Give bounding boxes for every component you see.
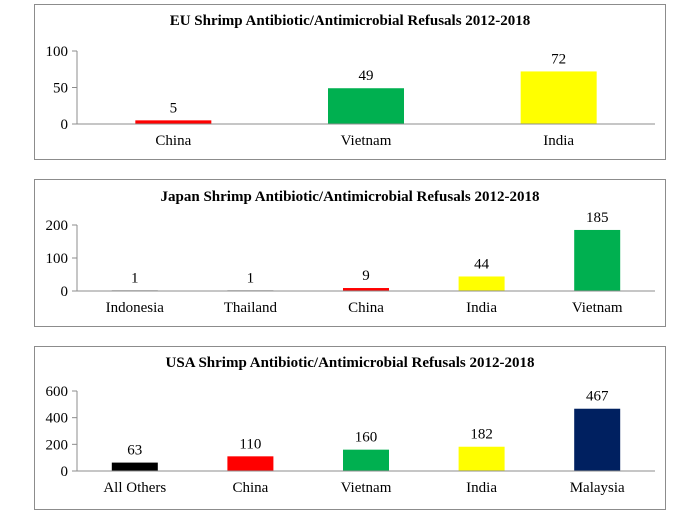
usa-y-tick-label: 0 — [61, 464, 69, 480]
japan-value-label: 1 — [247, 271, 255, 287]
japan-bar — [574, 229, 621, 291]
eu-chart-svg: 0 50 100 5 China 49 Vietnam 72 India — [46, 44, 655, 149]
japan-y-tick-label: 0 — [61, 284, 69, 300]
japan-value-label: 9 — [362, 268, 370, 284]
usa-bar — [343, 449, 389, 471]
usa-value-label: 110 — [239, 436, 261, 452]
eu-bar — [520, 71, 597, 124]
usa-category-label: Malaysia — [570, 480, 625, 496]
japan-category-label: Indonesia — [106, 300, 165, 316]
usa-y-tick-label: 200 — [46, 437, 69, 453]
eu-y-tick-label: 0 — [61, 117, 69, 133]
eu-bar — [328, 88, 404, 124]
usa-y-tick-label: 400 — [46, 411, 69, 427]
japan-bar — [343, 288, 389, 291]
usa-category-label: Vietnam — [341, 480, 392, 496]
usa-bar — [574, 408, 621, 471]
eu-value-label: 72 — [551, 51, 566, 67]
eu-y-tick-label: 100 — [46, 44, 69, 60]
eu-value-label: 5 — [170, 100, 178, 116]
eu-y-tick-label: 50 — [53, 81, 68, 97]
japan-value-label: 44 — [474, 256, 490, 272]
japan-chart-panel: Japan Shrimp Antibiotic/Antimicrobial Re… — [34, 179, 666, 327]
usa-category-label: India — [466, 480, 497, 496]
eu-category-label: China — [155, 133, 191, 149]
usa-category-label: China — [232, 480, 268, 496]
usa-chart-svg: 0 200 400 600 63 All Others 110 China 160 Vietnam… — [46, 384, 655, 496]
eu-category-label: India — [543, 133, 574, 149]
japan-value-label: 1 — [131, 271, 139, 287]
eu-chart-panel: EU Shrimp Antibiotic/Antimicrobial Refus… — [34, 4, 666, 160]
usa-chart-panel: USA Shrimp Antibiotic/Antimicrobial Refu… — [34, 346, 666, 510]
eu-chart-title: EU Shrimp Antibiotic/Antimicrobial Refus… — [169, 13, 531, 29]
japan-chart-svg: 0 100 200 1 Indonesia 1 Thailand 9 China 44 India 1… — [46, 210, 655, 316]
eu-value-label: 49 — [359, 68, 374, 84]
usa-value-label: 182 — [470, 427, 493, 443]
japan-bar — [458, 276, 505, 291]
japan-category-label: India — [466, 300, 497, 316]
japan-category-label: China — [348, 300, 384, 316]
japan-y-tick-label: 100 — [46, 251, 69, 267]
japan-category-label: Thailand — [224, 300, 278, 316]
usa-y-tick-label: 600 — [46, 384, 69, 400]
japan-category-label: Vietnam — [572, 300, 623, 316]
japan-value-label: 185 — [586, 210, 609, 226]
usa-bar — [111, 462, 158, 471]
usa-category-label: All Others — [103, 480, 166, 496]
usa-bar — [458, 446, 505, 471]
eu-category-label: Vietnam — [341, 133, 392, 149]
usa-chart-title: USA Shrimp Antibiotic/Antimicrobial Refu… — [165, 355, 535, 371]
usa-value-label: 467 — [586, 389, 609, 405]
usa-value-label: 63 — [127, 443, 142, 459]
japan-chart-title: Japan Shrimp Antibiotic/Antimicrobial Re… — [160, 189, 540, 205]
eu-bar — [135, 120, 212, 124]
usa-bar — [227, 456, 274, 471]
usa-value-label: 160 — [355, 430, 378, 446]
japan-y-tick-label: 200 — [46, 218, 69, 234]
